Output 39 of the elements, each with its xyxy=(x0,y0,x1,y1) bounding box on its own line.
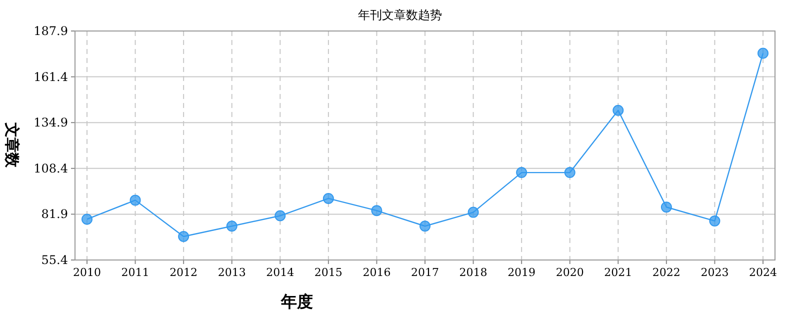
y-tick-label: 108.4 xyxy=(34,161,68,176)
y-tick-label: 55.4 xyxy=(41,253,68,267)
point xyxy=(660,202,672,213)
y-tick-label: 161.4 xyxy=(34,70,68,84)
point xyxy=(322,192,334,204)
y-tick-label: 187.9 xyxy=(34,24,68,38)
point xyxy=(612,104,624,116)
x-tick-label: 2018 xyxy=(459,266,488,279)
y-axis-title: 文章数 xyxy=(3,122,21,168)
point xyxy=(274,210,286,222)
point xyxy=(178,230,190,242)
x-tick-label: 2024 xyxy=(749,266,777,279)
point xyxy=(709,215,720,226)
y-tick-label: 134.9 xyxy=(34,116,68,130)
point xyxy=(371,205,382,216)
x-tick-label: 2012 xyxy=(170,266,198,279)
point xyxy=(130,194,141,206)
chart-title: 年刊文章数趋势 xyxy=(358,8,442,22)
point xyxy=(516,167,528,178)
x-tick-label: 2016 xyxy=(362,266,391,279)
x-tick-label: 2014 xyxy=(266,266,294,279)
x-tick-label: 2020 xyxy=(556,266,584,279)
x-tick-label: 2010 xyxy=(73,266,101,279)
x-tick-label: 2021 xyxy=(604,266,632,279)
x-axis-title: 年度 xyxy=(280,292,313,311)
x-tick-label: 2023 xyxy=(700,266,729,279)
x-tick-label: 2022 xyxy=(652,266,680,279)
point xyxy=(226,220,238,232)
x-tick-label: 2011 xyxy=(121,266,150,279)
x-tick-label: 2019 xyxy=(508,266,536,279)
x-tick-label: 2013 xyxy=(218,266,246,279)
point xyxy=(468,206,479,218)
point xyxy=(564,167,576,178)
x-tick-label: 2017 xyxy=(411,266,439,279)
point xyxy=(420,220,430,232)
x-tick-label: 2015 xyxy=(314,266,342,279)
y-tick-label: 81.9 xyxy=(41,207,68,222)
point xyxy=(82,214,92,225)
point xyxy=(758,48,768,59)
